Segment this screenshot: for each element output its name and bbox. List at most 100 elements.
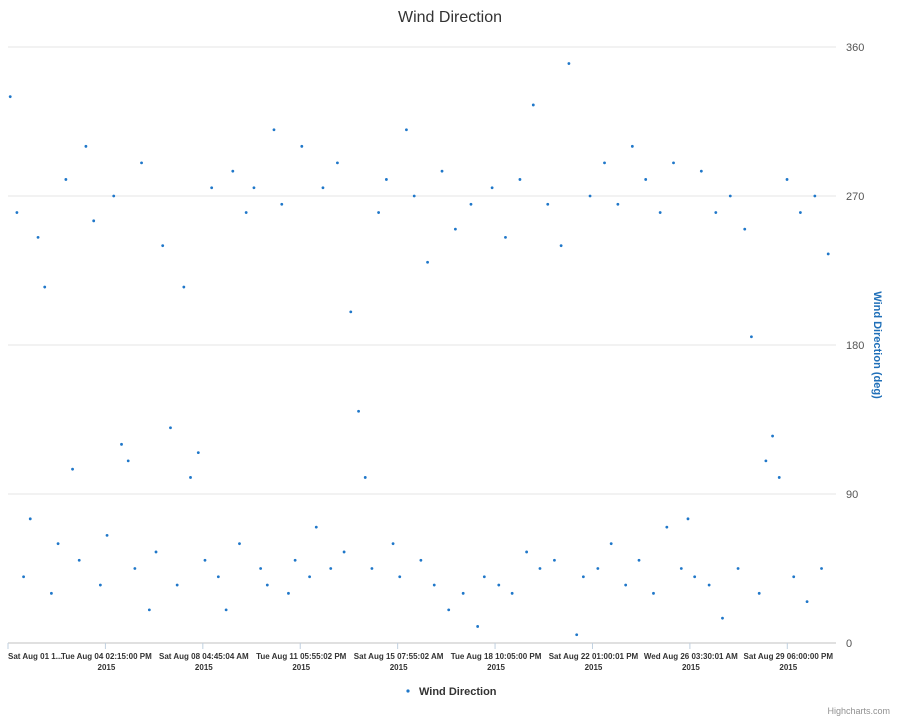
data-point[interactable] [672, 161, 675, 165]
data-point[interactable] [112, 194, 116, 198]
data-point[interactable] [189, 476, 192, 479]
data-point[interactable] [750, 335, 753, 339]
credits-link[interactable]: Highcharts.com [827, 706, 890, 716]
data-point[interactable] [447, 608, 451, 612]
data-point[interactable] [785, 178, 789, 181]
data-point[interactable] [391, 542, 395, 546]
data-point[interactable] [603, 161, 606, 165]
data-point[interactable] [644, 178, 648, 181]
data-point[interactable] [342, 550, 346, 554]
data-point[interactable] [553, 558, 556, 562]
data-point[interactable] [616, 202, 620, 206]
data-point[interactable] [679, 567, 683, 570]
legend[interactable]: Wind Direction [406, 686, 497, 698]
data-point[interactable] [175, 583, 179, 587]
data-point[interactable] [56, 542, 60, 546]
data-point[interactable] [771, 434, 774, 438]
data-point[interactable] [630, 144, 634, 148]
data-point[interactable] [743, 227, 747, 231]
data-point[interactable] [469, 202, 473, 206]
data-point[interactable] [405, 128, 408, 132]
data-point[interactable] [826, 252, 830, 256]
data-point[interactable] [140, 161, 143, 165]
data-point[interactable] [624, 583, 628, 587]
data-point[interactable] [265, 583, 269, 587]
data-point[interactable] [300, 144, 304, 148]
data-point[interactable] [308, 575, 311, 579]
data-point[interactable] [22, 575, 25, 579]
data-point[interactable] [321, 186, 325, 190]
data-point[interactable] [764, 459, 768, 463]
data-point[interactable] [216, 575, 220, 579]
data-point[interactable] [525, 550, 529, 554]
data-point[interactable] [736, 567, 740, 570]
data-point[interactable] [287, 591, 290, 595]
data-point[interactable] [384, 178, 388, 181]
data-point[interactable] [531, 103, 535, 107]
data-point[interactable] [238, 542, 241, 546]
data-point[interactable] [699, 169, 703, 173]
data-point[interactable] [147, 608, 151, 612]
data-point[interactable] [693, 575, 697, 579]
data-point[interactable] [412, 194, 416, 198]
data-point[interactable] [314, 525, 318, 529]
data-point[interactable] [510, 591, 514, 595]
data-point[interactable] [64, 178, 68, 181]
data-point[interactable] [8, 95, 12, 99]
data-point[interactable] [813, 194, 817, 198]
data-point[interactable] [280, 202, 284, 206]
data-point[interactable] [244, 211, 248, 214]
data-point[interactable] [728, 194, 732, 198]
data-point[interactable] [252, 186, 256, 190]
data-point[interactable] [203, 558, 207, 562]
data-point[interactable] [210, 186, 214, 190]
data-point[interactable] [588, 194, 592, 198]
data-point[interactable] [161, 244, 165, 248]
data-point[interactable] [336, 161, 339, 165]
data-point[interactable] [120, 442, 123, 446]
data-point[interactable] [497, 583, 501, 587]
data-point[interactable] [169, 426, 172, 430]
data-point[interactable] [820, 567, 823, 570]
data-point[interactable] [805, 600, 809, 604]
data-point[interactable] [798, 211, 802, 214]
data-point[interactable] [36, 235, 40, 239]
data-point[interactable] [665, 525, 669, 529]
data-point[interactable] [231, 169, 235, 173]
data-point[interactable] [490, 186, 494, 190]
data-point[interactable] [71, 467, 74, 471]
legend-label[interactable]: Wind Direction [419, 686, 497, 698]
data-point[interactable] [518, 178, 522, 181]
data-point[interactable] [504, 235, 507, 239]
data-point[interactable] [329, 567, 333, 570]
data-point[interactable] [259, 567, 263, 570]
data-point[interactable] [196, 451, 200, 455]
data-point[interactable] [652, 591, 655, 595]
data-point[interactable] [686, 517, 690, 521]
data-point[interactable] [224, 608, 228, 612]
data-point[interactable] [363, 476, 367, 479]
data-point[interactable] [482, 575, 486, 579]
data-point[interactable] [50, 591, 53, 595]
data-point[interactable] [84, 144, 88, 148]
data-point[interactable] [77, 558, 81, 562]
data-point[interactable] [575, 633, 579, 637]
data-point[interactable] [272, 128, 276, 132]
data-point[interactable] [581, 575, 585, 579]
data-point[interactable] [182, 285, 186, 289]
data-point[interactable] [609, 542, 613, 546]
data-point[interactable] [476, 625, 480, 628]
data-point[interactable] [15, 211, 19, 214]
data-point[interactable] [43, 285, 47, 289]
data-point[interactable] [349, 310, 353, 314]
data-point[interactable] [440, 169, 444, 173]
data-point[interactable] [777, 476, 781, 479]
data-point[interactable] [538, 567, 542, 570]
data-point[interactable] [757, 591, 761, 595]
data-point[interactable] [398, 575, 402, 579]
data-point[interactable] [98, 583, 102, 587]
data-point[interactable] [461, 591, 465, 595]
data-point[interactable] [559, 244, 563, 248]
data-point[interactable] [133, 567, 137, 570]
data-point[interactable] [546, 202, 550, 206]
